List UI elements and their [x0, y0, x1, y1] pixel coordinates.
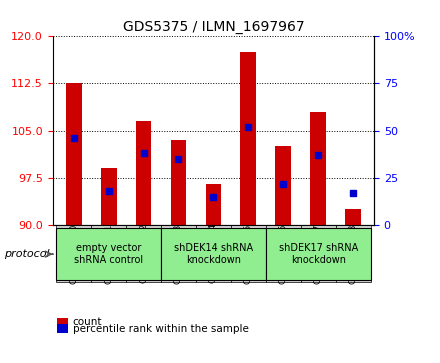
Bar: [266, 225, 301, 282]
Text: protocol: protocol: [4, 249, 50, 259]
Bar: [126, 225, 161, 282]
Text: empty vector
shRNA control: empty vector shRNA control: [74, 243, 143, 265]
Text: percentile rank within the sample: percentile rank within the sample: [73, 324, 249, 334]
Text: GSM1486446: GSM1486446: [279, 223, 288, 284]
Bar: [161, 228, 266, 280]
Text: count: count: [73, 317, 102, 327]
Bar: [66, 83, 81, 225]
Bar: [310, 112, 326, 225]
Text: shDEK14 shRNA
knockdown: shDEK14 shRNA knockdown: [174, 243, 253, 265]
Bar: [101, 168, 117, 225]
Text: GSM1486447: GSM1486447: [314, 223, 323, 284]
Text: GSM1486448: GSM1486448: [348, 223, 358, 284]
Text: GSM1486440: GSM1486440: [69, 223, 78, 284]
Bar: [301, 225, 336, 282]
Title: GDS5375 / ILMN_1697967: GDS5375 / ILMN_1697967: [123, 20, 304, 34]
Text: GSM1486443: GSM1486443: [174, 223, 183, 284]
Bar: [136, 121, 151, 225]
Bar: [91, 225, 126, 282]
Bar: [266, 228, 370, 280]
Text: GSM1486444: GSM1486444: [209, 223, 218, 284]
Text: shDEK17 shRNA
knockdown: shDEK17 shRNA knockdown: [279, 243, 358, 265]
Bar: [161, 225, 196, 282]
Bar: [345, 209, 361, 225]
Text: GSM1486445: GSM1486445: [244, 223, 253, 284]
Text: GSM1486442: GSM1486442: [139, 223, 148, 284]
Bar: [196, 225, 231, 282]
Bar: [171, 140, 187, 225]
Bar: [205, 184, 221, 225]
Bar: [56, 228, 161, 280]
Bar: [56, 225, 91, 282]
Text: GSM1486441: GSM1486441: [104, 223, 113, 284]
Bar: [231, 225, 266, 282]
Bar: [275, 146, 291, 225]
Bar: [240, 52, 256, 225]
Bar: [336, 225, 370, 282]
